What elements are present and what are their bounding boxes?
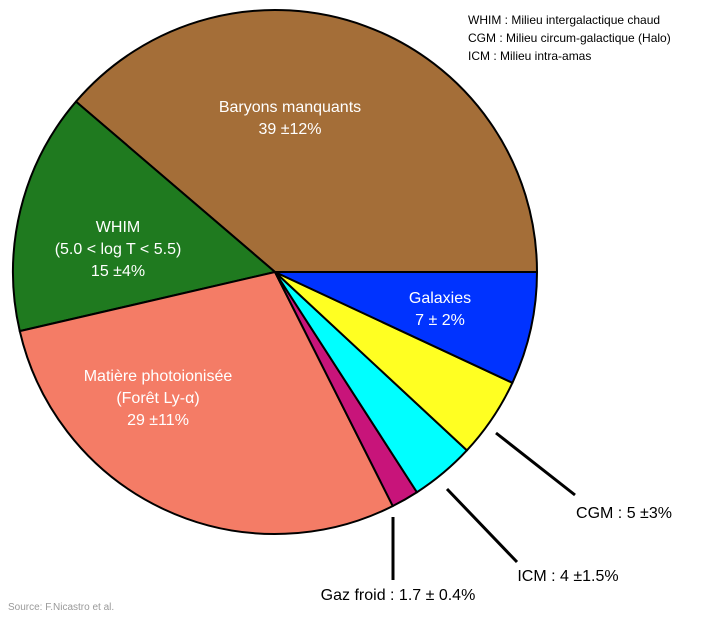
pie-slice-baryons bbox=[75, 9, 538, 273]
slice-label-gaz: Gaz froid : 1.7 ± 0.4% bbox=[321, 587, 476, 604]
leader-line-icm bbox=[445, 487, 519, 564]
legend-cgm: CGM : Milieu circum-galactique (Halo) bbox=[468, 31, 671, 45]
legend-whim: WHIM : Milieu intergalactique chaud bbox=[468, 13, 660, 27]
legend: WHIM : Milieu intergalactique chaud CGM … bbox=[468, 13, 671, 63]
slice-label-line: 29 ±11% bbox=[127, 412, 189, 429]
slice-label-line: Galaxies bbox=[409, 290, 471, 307]
slice-label-line: (5.0 < log T < 5.5) bbox=[55, 241, 182, 258]
slice-label-line: Baryons manquants bbox=[219, 99, 361, 116]
source-credit: Source: F.Nicastro et al. bbox=[8, 602, 114, 613]
pie-slices bbox=[12, 9, 538, 535]
slice-label-whim: WHIM (5.0 < log T < 5.5) 15 ±4% bbox=[55, 219, 182, 280]
slice-label-line: 7 ± 2% bbox=[415, 312, 465, 329]
slice-label-galaxies: Galaxies 7 ± 2% bbox=[409, 290, 471, 329]
pie-slice-whim bbox=[12, 100, 276, 333]
slice-label-line: 39 ±12% bbox=[258, 121, 321, 138]
legend-icm: ICM : Milieu intra-amas bbox=[468, 49, 591, 63]
slice-label-baryons: Baryons manquants 39 ±12% bbox=[219, 99, 361, 138]
slice-label-line: 15 ±4% bbox=[91, 263, 145, 280]
slice-label-cgm: CGM : 5 ±3% bbox=[576, 505, 672, 522]
slice-label-line: WHIM bbox=[96, 219, 140, 236]
slice-label-icm: ICM : 4 ±1.5% bbox=[517, 568, 618, 585]
slice-labels: Baryons manquants 39 ±12% WHIM (5.0 < log T… bbox=[55, 99, 672, 604]
pie-slice-matiere bbox=[18, 271, 394, 535]
pie-slice-galaxies bbox=[274, 271, 538, 384]
slice-label-line: (Forêt Ly-α) bbox=[116, 390, 199, 407]
slice-label-matiere: Matière photoionisée (Forêt Ly-α) 29 ±11% bbox=[84, 368, 233, 429]
leader-lines bbox=[391, 431, 576, 580]
leader-line-cgm bbox=[495, 431, 576, 497]
slice-label-line: Matière photoionisée bbox=[84, 368, 233, 385]
